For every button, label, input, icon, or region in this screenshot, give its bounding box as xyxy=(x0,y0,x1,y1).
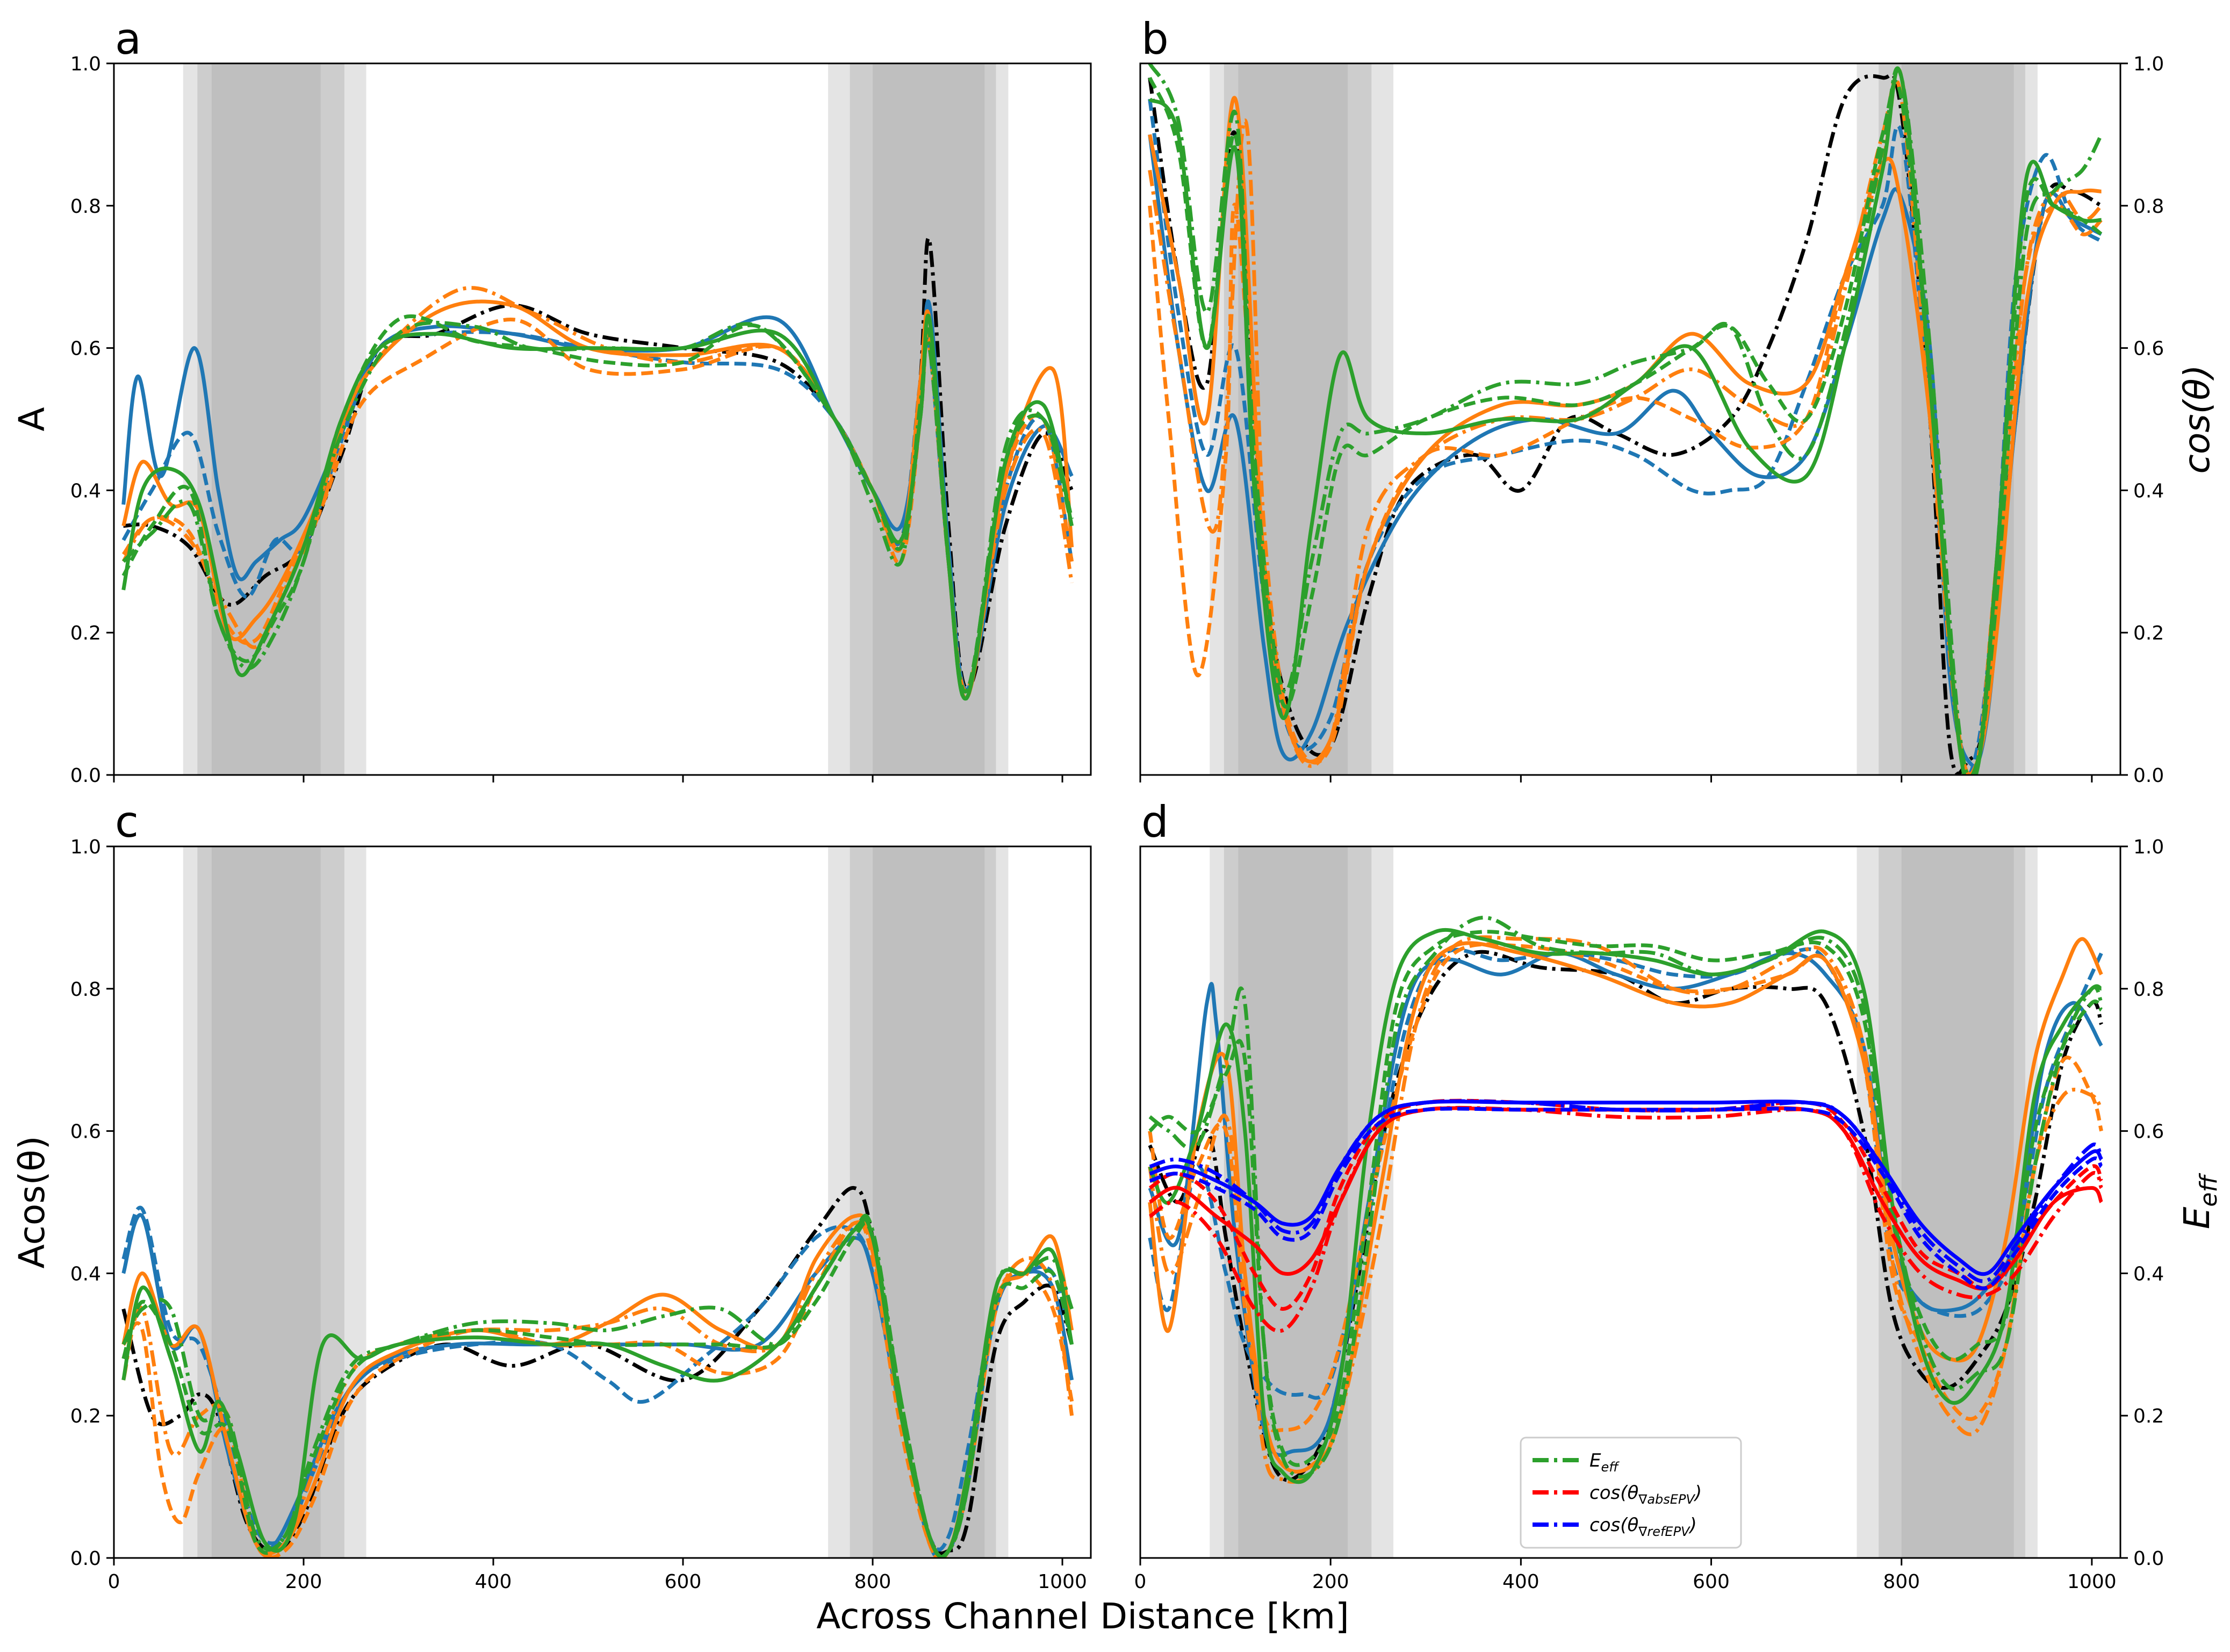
series-line-green2 xyxy=(1148,915,2103,1479)
legend-label: cos(θ∇refEPV) xyxy=(1589,1514,1697,1539)
series-line-green3 xyxy=(1148,77,2103,775)
panel-label-c: c xyxy=(115,797,139,847)
series-line-orange2 xyxy=(121,1220,1074,1558)
x-tick-label: 1000 xyxy=(1038,1571,1087,1593)
panel-label-b: b xyxy=(1141,14,1169,64)
x-tick-label: 200 xyxy=(285,1571,322,1593)
legend: Eeff cos(θ∇absEPV) cos(θ∇refEPV) xyxy=(1520,1436,1742,1549)
y-axis-title: Acos(θ) xyxy=(11,1136,53,1269)
y-axis-title: A xyxy=(11,407,53,431)
series-line-green3 xyxy=(121,314,1074,694)
shade-band-dark xyxy=(211,63,321,775)
y-tick-label: 1.0 xyxy=(2133,53,2164,75)
panel-label-d: d xyxy=(1141,797,1169,847)
shade-band-dark xyxy=(1901,846,2014,1558)
y-tick-label: 1.0 xyxy=(70,836,101,858)
series-line-green2 xyxy=(121,1213,1074,1558)
y-tick-label: 0.8 xyxy=(70,979,101,1001)
y-tick-label: 0.0 xyxy=(70,1548,101,1570)
series-line-orange3 xyxy=(121,1220,1074,1558)
y-tick-label: 0.2 xyxy=(70,622,101,644)
y-tick-label: 0.8 xyxy=(2133,979,2164,1001)
panel-a: 0.0 0.2 0.4 0.6 0.8 1.0 a A xyxy=(11,14,1092,787)
panel-b: 0.0 0.2 0.4 0.6 0.8 1.0 b cos(θ) xyxy=(1139,14,2218,787)
y-tick-label: 0.6 xyxy=(2133,338,2164,360)
plot-frame xyxy=(1139,62,2121,776)
panel-c: 0 200 400 600 800 1000 0.0 0.2 0.4 0.6 0.8 1.0 c Acos… xyxy=(11,797,1092,1593)
y-tick-label: 0.2 xyxy=(2133,622,2164,644)
y-tick-label: 0.4 xyxy=(70,480,101,502)
x-tick-label: 800 xyxy=(1883,1571,1920,1593)
y-tick-label: 0.0 xyxy=(70,765,101,787)
x-tick-label: 0 xyxy=(1134,1571,1147,1593)
y-tick-label: 0.8 xyxy=(2133,196,2164,218)
x-tick-label: 200 xyxy=(1312,1571,1349,1593)
series-line-green1 xyxy=(1148,928,2102,1484)
series-line-orange3 xyxy=(1148,935,2103,1484)
plot-frame xyxy=(113,62,1092,776)
y-tick-label: 0.4 xyxy=(2133,1263,2164,1285)
series-lines xyxy=(1148,63,2103,775)
x-tick-label: 600 xyxy=(1693,1571,1730,1593)
x-tick-label: 600 xyxy=(665,1571,702,1593)
series-lines xyxy=(121,1186,1074,1558)
series-line-red2 xyxy=(1148,1105,2103,1333)
series-line-green3 xyxy=(121,1221,1074,1558)
plot-frame xyxy=(1139,845,2121,1559)
series-lines xyxy=(1148,915,2104,1484)
y-tick-label: 0.4 xyxy=(2133,480,2164,502)
series-lines xyxy=(121,236,1074,701)
panel-label-a: a xyxy=(115,14,141,64)
x-tick-label: 0 xyxy=(108,1571,120,1593)
x-axis-title: Across Channel Distance [km] xyxy=(816,1596,1349,1637)
y-tick-label: 0.6 xyxy=(2133,1121,2164,1143)
y-tick-label: 1.0 xyxy=(70,53,101,75)
series-line-blue-nav3 xyxy=(1149,1107,2103,1290)
x-tick-label: 400 xyxy=(1502,1571,1540,1593)
y-tick-label: 0.2 xyxy=(70,1405,101,1427)
series-line-blue-nav1 xyxy=(1149,1100,2103,1276)
y-tick-label: 0.2 xyxy=(2133,1405,2164,1427)
y-axis-title: cos(θ) xyxy=(2176,365,2218,474)
plot-frame xyxy=(113,845,1092,1559)
y-tick-label: 0.6 xyxy=(70,1121,101,1143)
y-axis-title: Eeff xyxy=(2176,1173,2222,1229)
x-tick-label: 400 xyxy=(475,1571,512,1593)
x-tick-label: 800 xyxy=(854,1571,891,1593)
y-tick-label: 0.4 xyxy=(70,1263,101,1285)
y-tick-label: 1.0 xyxy=(2133,836,2164,858)
panels-group: 0.0 0.2 0.4 0.6 0.8 1.0 a A 0.0 0.2 0.4 0.6 0.8 1.0 b c… xyxy=(11,14,2222,1593)
y-tick-label: 0.0 xyxy=(2133,765,2164,787)
y-tick-label: 0.0 xyxy=(2133,1548,2164,1570)
shade-band-dark xyxy=(1901,63,2014,775)
y-tick-label: 0.6 xyxy=(70,338,101,360)
x-tick-label: 1000 xyxy=(2067,1571,2117,1593)
panel-d: 0 200 400 600 800 1000 0.0 0.2 0.4 0.6 0.8 1.0 d Eeff xyxy=(1134,797,2222,1593)
legend-label: Eeff xyxy=(1589,1450,1620,1475)
legend-box xyxy=(1520,1436,1742,1549)
shade-band-dark xyxy=(873,63,985,775)
y-tick-label: 0.8 xyxy=(70,196,101,218)
shade-band-dark xyxy=(873,846,985,1558)
legend-label: cos(θ∇absEPV) xyxy=(1589,1482,1702,1507)
series-line-blue2 xyxy=(1148,947,2103,1400)
